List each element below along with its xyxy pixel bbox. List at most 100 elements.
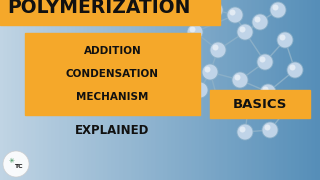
Bar	[304, 0, 309, 180]
Bar	[12, 0, 17, 180]
Bar	[228, 0, 233, 180]
Bar	[300, 0, 305, 180]
Circle shape	[282, 97, 298, 113]
Circle shape	[287, 62, 303, 78]
Circle shape	[232, 72, 248, 88]
Bar	[204, 0, 209, 180]
Bar	[180, 0, 185, 180]
Circle shape	[270, 2, 286, 18]
Bar	[264, 0, 269, 180]
Bar	[60, 0, 65, 180]
Bar	[0, 0, 5, 180]
Circle shape	[260, 84, 276, 100]
Bar	[92, 0, 97, 180]
Circle shape	[239, 26, 245, 33]
Bar	[164, 0, 169, 180]
Bar	[208, 0, 213, 180]
Bar	[80, 0, 85, 180]
Bar	[216, 0, 221, 180]
Circle shape	[204, 66, 211, 73]
Circle shape	[265, 125, 270, 130]
Bar	[76, 0, 81, 180]
Bar	[288, 0, 293, 180]
Circle shape	[284, 100, 291, 105]
Circle shape	[290, 64, 295, 71]
Bar	[276, 0, 281, 180]
Bar	[136, 0, 141, 180]
Text: ADDITION: ADDITION	[84, 46, 141, 56]
Circle shape	[262, 87, 268, 93]
Circle shape	[237, 24, 253, 40]
Bar	[88, 0, 93, 180]
Bar	[312, 0, 317, 180]
Bar	[116, 0, 121, 180]
Circle shape	[207, 2, 223, 18]
Circle shape	[239, 127, 245, 132]
Bar	[156, 0, 161, 180]
Bar	[296, 0, 301, 180]
Bar	[260, 0, 265, 180]
Bar	[140, 0, 145, 180]
Bar	[52, 0, 57, 180]
Bar	[28, 0, 33, 180]
Bar	[212, 0, 217, 180]
Bar	[176, 0, 181, 180]
Bar	[0, 0, 220, 25]
Bar	[128, 0, 133, 180]
Bar	[25, 33, 200, 115]
Circle shape	[237, 124, 253, 140]
Text: POLYMERIZATION: POLYMERIZATION	[7, 0, 190, 17]
Circle shape	[273, 4, 278, 10]
Bar	[84, 0, 89, 180]
Bar	[20, 0, 25, 180]
Bar	[240, 0, 245, 180]
Bar	[316, 0, 320, 180]
Bar	[16, 0, 21, 180]
Bar	[72, 0, 77, 180]
Circle shape	[260, 57, 266, 62]
Bar	[210, 90, 310, 118]
Circle shape	[212, 100, 228, 116]
Bar	[280, 0, 285, 180]
Bar	[272, 0, 277, 180]
Circle shape	[227, 7, 243, 23]
Bar	[24, 0, 29, 180]
Text: EXPLAINED: EXPLAINED	[75, 125, 150, 138]
Text: ✳: ✳	[9, 158, 15, 164]
Bar	[152, 0, 157, 180]
Bar	[56, 0, 61, 180]
Bar	[256, 0, 261, 180]
Text: MECHANISM: MECHANISM	[76, 92, 149, 102]
Circle shape	[214, 102, 220, 109]
Circle shape	[202, 64, 218, 80]
Bar	[172, 0, 177, 180]
Bar	[220, 0, 225, 180]
Circle shape	[243, 105, 249, 111]
Bar	[248, 0, 253, 180]
Circle shape	[195, 84, 201, 91]
Bar	[308, 0, 313, 180]
Bar	[132, 0, 137, 180]
Bar	[200, 0, 205, 180]
Bar	[284, 0, 289, 180]
Circle shape	[252, 14, 268, 30]
Bar	[64, 0, 69, 180]
Bar	[112, 0, 117, 180]
Circle shape	[279, 35, 285, 40]
Bar	[188, 0, 193, 180]
Bar	[268, 0, 273, 180]
Bar	[196, 0, 201, 180]
Bar	[36, 0, 41, 180]
Bar	[184, 0, 189, 180]
Circle shape	[235, 75, 241, 80]
Bar	[120, 0, 125, 180]
Circle shape	[257, 54, 273, 70]
Bar	[252, 0, 257, 180]
Bar	[124, 0, 129, 180]
Bar	[292, 0, 297, 180]
Circle shape	[254, 17, 260, 22]
Bar	[48, 0, 53, 180]
Bar	[4, 0, 9, 180]
Circle shape	[212, 44, 219, 51]
Bar	[232, 0, 237, 180]
